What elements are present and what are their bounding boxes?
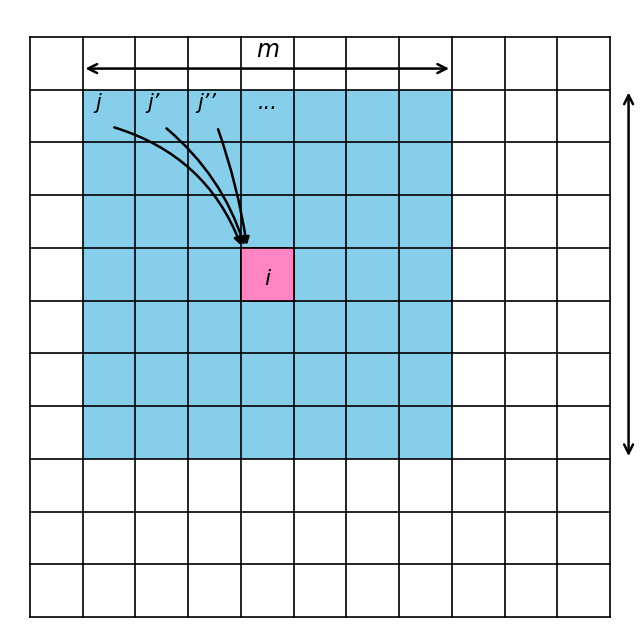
- Bar: [241, 248, 294, 301]
- Bar: [83, 90, 452, 459]
- FancyArrowPatch shape: [166, 128, 244, 242]
- Text: m: m: [256, 38, 279, 62]
- Text: i: i: [264, 268, 270, 289]
- FancyArrowPatch shape: [115, 127, 241, 242]
- Text: ...: ...: [257, 93, 277, 113]
- Text: m: m: [638, 262, 640, 286]
- Text: j’’: j’’: [197, 93, 216, 113]
- Text: j’: j’: [148, 93, 160, 113]
- FancyArrowPatch shape: [218, 129, 248, 242]
- Text: j: j: [95, 93, 101, 113]
